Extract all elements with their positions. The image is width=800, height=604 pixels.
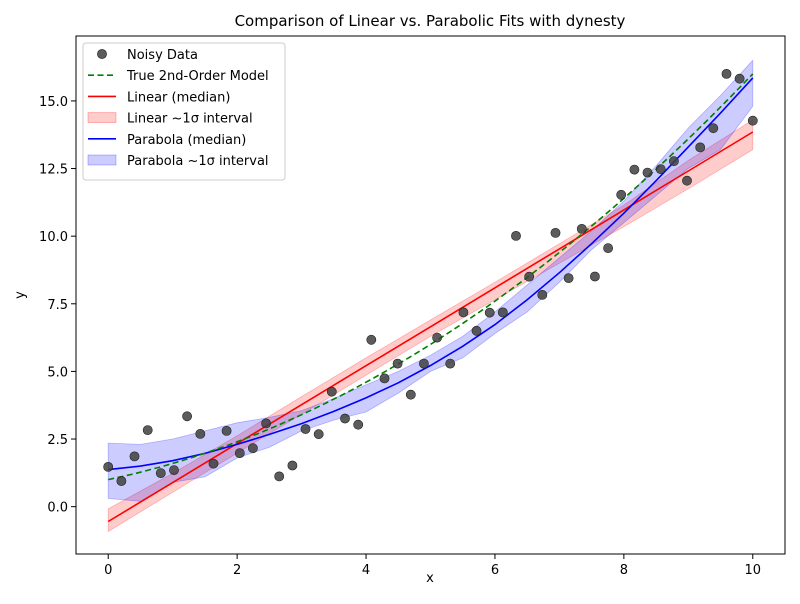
data-point — [418, 358, 429, 369]
data-point — [405, 389, 416, 400]
data-point — [155, 468, 166, 478]
x-tick-label: 2 — [233, 563, 241, 578]
data-point — [129, 451, 140, 462]
data-point — [221, 425, 232, 436]
data-point — [603, 243, 613, 253]
legend-swatch-parabola-1-interval — [87, 154, 117, 166]
data-points — [103, 69, 758, 486]
data-point — [353, 419, 364, 430]
x-tick-label: 8 — [620, 563, 628, 578]
x-axis-label: x — [426, 571, 434, 586]
data-point — [524, 271, 535, 282]
data-point — [103, 461, 114, 472]
legend-label-parabola-1-interval: Parabola ~1σ interval — [127, 154, 269, 169]
data-point — [169, 465, 179, 475]
data-point — [708, 123, 719, 134]
data-point — [629, 164, 640, 175]
data-point — [590, 271, 600, 282]
x-tick-label: 6 — [491, 563, 499, 578]
data-point — [734, 73, 745, 84]
y-tick-label: 5.0 — [47, 365, 68, 380]
data-point — [366, 334, 377, 345]
legend-label-linear-1-interval: Linear ~1σ interval — [127, 112, 253, 127]
data-point — [392, 358, 403, 369]
legend-box — [82, 42, 286, 181]
plot-frame — [75, 35, 786, 555]
data-point — [287, 460, 298, 471]
data-point — [576, 223, 587, 234]
y-tick-label: 7.5 — [47, 298, 68, 313]
data-point — [182, 411, 192, 422]
y-tick-label: 2.5 — [47, 433, 68, 448]
data-point — [563, 273, 574, 283]
chart-title: Comparison of Linear vs. Parabolic Fits … — [235, 12, 626, 30]
data-point — [234, 448, 245, 458]
data-point — [142, 425, 153, 435]
data-point — [379, 373, 390, 384]
data-point — [484, 307, 495, 318]
linear-median-line — [107, 131, 754, 523]
y-tick-label: 15.0 — [39, 95, 68, 110]
model-curves — [107, 73, 754, 523]
data-point — [300, 424, 311, 434]
x-tick-label: 10 — [744, 563, 761, 578]
data-point — [432, 332, 442, 343]
legend-swatch-noisy-data — [97, 49, 107, 59]
legend-label-linear-median: Linear (median) — [127, 90, 230, 105]
data-point — [682, 175, 692, 186]
y-tick-label: 0.0 — [47, 501, 68, 516]
data-point — [616, 189, 627, 200]
data-point — [550, 227, 561, 238]
legend: Noisy Data True 2nd-Order Model Linear (me… — [82, 42, 286, 181]
data-point — [655, 164, 666, 174]
data-point — [326, 386, 337, 397]
y-tick-label: 12.5 — [39, 163, 68, 178]
legend-label-parabola-median: Parabola (median) — [127, 133, 246, 148]
data-point — [116, 476, 127, 486]
x-axis-ticks: 0 2 4 6 8 10 — [104, 554, 761, 578]
data-point — [642, 167, 653, 178]
data-point — [721, 69, 732, 79]
legend-swatch-linear-1-interval — [87, 112, 117, 123]
data-point — [669, 156, 679, 167]
legend-label-true-2nd-order-model: True 2nd-Order Model — [126, 69, 269, 84]
legend-label-noisy-data: Noisy Data — [127, 48, 198, 63]
x-tick-label: 0 — [104, 563, 112, 578]
x-tick-label: 4 — [362, 563, 370, 578]
y-tick-label: 10.0 — [39, 230, 68, 245]
data-point — [537, 289, 548, 300]
data-point — [445, 358, 456, 369]
data-point — [313, 429, 324, 440]
data-point — [195, 428, 206, 439]
data-point — [274, 471, 285, 482]
data-point — [208, 458, 219, 469]
data-point — [511, 230, 521, 241]
data-point — [340, 413, 350, 424]
data-point — [471, 325, 482, 336]
data-point — [747, 115, 758, 126]
true-2nd-order-model-line — [108, 73, 754, 481]
y-axis-label: y — [13, 291, 28, 299]
linear-1-interval-band — [107, 119, 754, 533]
y-axis-ticks: 0.0 2.5 5.0 7.5 10.0 12.5 15.0 — [39, 95, 76, 516]
data-point — [261, 418, 271, 429]
data-point — [497, 307, 508, 318]
parabola-median-line — [108, 77, 754, 471]
data-point — [247, 443, 258, 454]
data-point — [458, 307, 469, 318]
data-point — [695, 142, 706, 153]
